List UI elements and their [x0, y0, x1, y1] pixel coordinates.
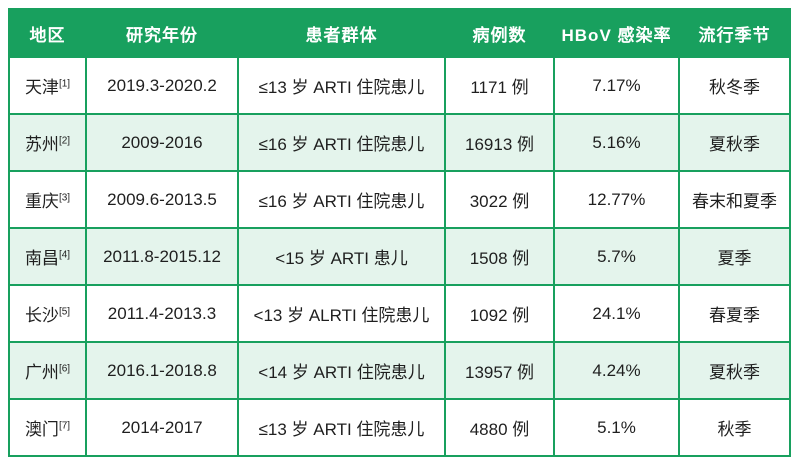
citation-ref: [3]	[58, 192, 71, 204]
column-header-group: 患者群体	[237, 8, 446, 58]
cell-years: 2009.6-2013.5	[85, 170, 239, 229]
cell-years: 2016.1-2018.8	[85, 341, 239, 400]
citation-ref: [5]	[58, 306, 71, 318]
cell-region: 苏州[2]	[8, 113, 87, 172]
cell-rate: 12.77%	[553, 170, 680, 229]
hbov-study-table: 地区 研究年份 患者群体 病例数 HBoV 感染率 流行季节 天津[1] 201…	[8, 8, 791, 457]
table-row-nanchang: 南昌[4] 2011.8-2015.12 <15 岁 ARTI 患儿 1508 …	[8, 227, 791, 286]
cell-rate: 5.16%	[553, 113, 680, 172]
cell-season: 夏秋季	[678, 341, 791, 400]
region-name: 天津	[24, 78, 59, 97]
cell-rate: 4.24%	[553, 341, 680, 400]
cell-cases: 3022 例	[444, 170, 555, 229]
cell-cases: 1508 例	[444, 227, 555, 286]
citation-ref: [4]	[58, 249, 71, 261]
cell-region: 澳门[7]	[8, 398, 87, 457]
cell-years: 2014-2017	[85, 398, 239, 457]
region-name: 广州	[24, 363, 59, 382]
table-row-tianjin: 天津[1] 2019.3-2020.2 ≤13 岁 ARTI 住院患儿 1171…	[8, 56, 791, 115]
column-header-season: 流行季节	[678, 8, 791, 58]
cell-cases: 16913 例	[444, 113, 555, 172]
cell-years: 2019.3-2020.2	[85, 56, 239, 115]
column-header-years: 研究年份	[85, 8, 239, 58]
column-header-cases: 病例数	[444, 8, 555, 58]
cell-cases: 4880 例	[444, 398, 555, 457]
cell-group: ≤16 岁 ARTI 住院患儿	[237, 170, 446, 229]
cell-group: ≤16 岁 ARTI 住院患儿	[237, 113, 446, 172]
region-name: 南昌	[24, 249, 59, 268]
column-header-region: 地区	[8, 8, 87, 58]
cell-region: 长沙[5]	[8, 284, 87, 343]
cell-season: 秋季	[678, 398, 791, 457]
region-name: 重庆	[24, 192, 59, 211]
region-name: 澳门	[24, 420, 59, 439]
header-row: 地区 研究年份 患者群体 病例数 HBoV 感染率 流行季节	[8, 8, 791, 58]
cell-cases: 1171 例	[444, 56, 555, 115]
cell-region: 南昌[4]	[8, 227, 87, 286]
cell-group: <14 岁 ARTI 住院患儿	[237, 341, 446, 400]
table-row-changsha: 长沙[5] 2011.4-2013.3 <13 岁 ALRTI 住院患儿 109…	[8, 284, 791, 343]
cell-rate: 5.1%	[553, 398, 680, 457]
cell-group: ≤13 岁 ARTI 住院患儿	[237, 398, 446, 457]
cell-region: 天津[1]	[8, 56, 87, 115]
cell-years: 2011.4-2013.3	[85, 284, 239, 343]
region-name: 长沙	[24, 306, 59, 325]
region-name: 苏州	[24, 135, 59, 154]
column-header-rate: HBoV 感染率	[553, 8, 680, 58]
citation-ref: [7]	[58, 420, 71, 432]
cell-season: 夏秋季	[678, 113, 791, 172]
cell-rate: 5.7%	[553, 227, 680, 286]
cell-region: 重庆[3]	[8, 170, 87, 229]
cell-group: <15 岁 ARTI 患儿	[237, 227, 446, 286]
cell-season: 秋冬季	[678, 56, 791, 115]
cell-season: 春夏季	[678, 284, 791, 343]
cell-years: 2009-2016	[85, 113, 239, 172]
table-row-macau: 澳门[7] 2014-2017 ≤13 岁 ARTI 住院患儿 4880 例 5…	[8, 398, 791, 457]
cell-cases: 1092 例	[444, 284, 555, 343]
cell-rate: 7.17%	[553, 56, 680, 115]
cell-season: 夏季	[678, 227, 791, 286]
table-row-suzhou: 苏州[2] 2009-2016 ≤16 岁 ARTI 住院患儿 16913 例 …	[8, 113, 791, 172]
cell-rate: 24.1%	[553, 284, 680, 343]
table-row-chongqing: 重庆[3] 2009.6-2013.5 ≤16 岁 ARTI 住院患儿 3022…	[8, 170, 791, 229]
cell-years: 2011.8-2015.12	[85, 227, 239, 286]
citation-ref: [2]	[58, 135, 71, 147]
cell-cases: 13957 例	[444, 341, 555, 400]
table-figure: 地区 研究年份 患者群体 病例数 HBoV 感染率 流行季节 天津[1] 201…	[8, 8, 791, 457]
citation-ref: [6]	[58, 363, 71, 375]
citation-ref: [1]	[58, 78, 71, 90]
cell-group: <13 岁 ALRTI 住院患儿	[237, 284, 446, 343]
table-row-guangzhou: 广州[6] 2016.1-2018.8 <14 岁 ARTI 住院患儿 1395…	[8, 341, 791, 400]
cell-group: ≤13 岁 ARTI 住院患儿	[237, 56, 446, 115]
cell-region: 广州[6]	[8, 341, 87, 400]
cell-season: 春末和夏季	[678, 170, 791, 229]
